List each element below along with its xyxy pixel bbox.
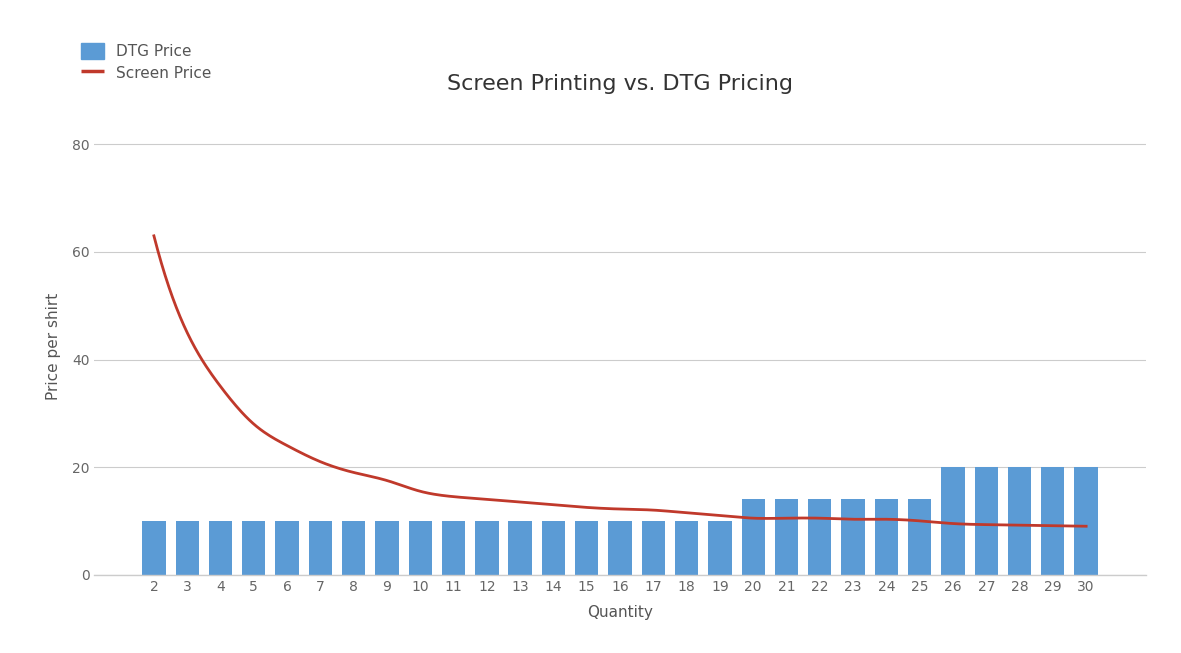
Bar [941,467,965,575]
Bar [641,521,665,575]
Bar [775,500,798,575]
Bar [409,521,432,575]
Bar [974,467,998,575]
Bar [176,521,198,575]
Bar [209,521,233,575]
Legend: DTG Price, Screen Price: DTG Price, Screen Price [81,43,211,81]
Bar [742,500,765,575]
Bar [608,521,632,575]
Bar [808,500,831,575]
Bar [875,500,898,575]
Bar [475,521,498,575]
Bar [142,521,165,575]
Bar [442,521,465,575]
X-axis label: Quantity: Quantity [587,605,653,620]
Y-axis label: Price per shirt: Price per shirt [46,293,61,400]
Bar [509,521,531,575]
Bar [709,521,731,575]
Bar [342,521,365,575]
Bar [376,521,399,575]
Bar [275,521,299,575]
Bar [542,521,565,575]
Bar [575,521,599,575]
Title: Screen Printing vs. DTG Pricing: Screen Printing vs. DTG Pricing [448,74,792,94]
Bar [908,500,932,575]
Bar [1007,467,1031,575]
Bar [841,500,864,575]
Bar [1042,467,1064,575]
Bar [676,521,698,575]
Bar [1075,467,1098,575]
Bar [308,521,332,575]
Bar [242,521,266,575]
